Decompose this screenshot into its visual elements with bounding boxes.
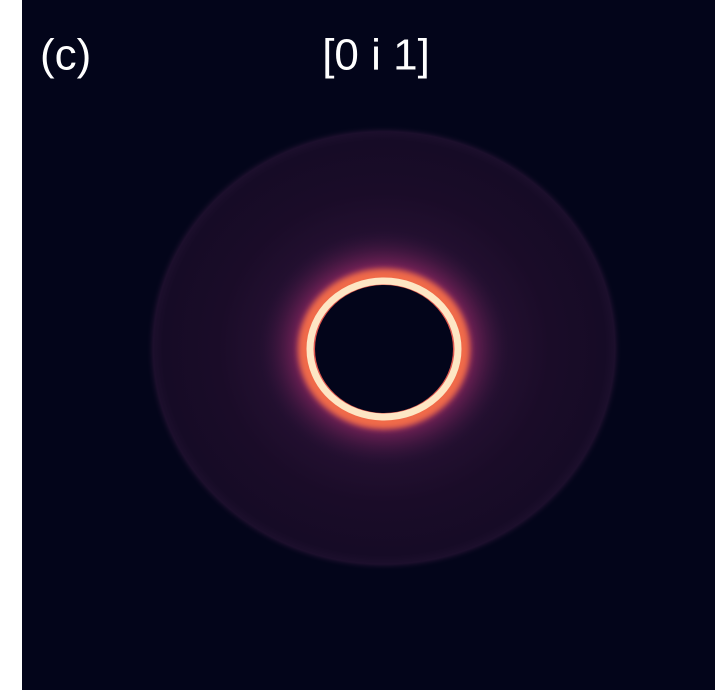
panel-title: [0 i 1] [322,31,430,80]
panel-label: (c) [40,31,91,80]
inner-dark-disk [315,285,453,413]
figure-panel: (c) [0 i 1] [0,0,715,690]
